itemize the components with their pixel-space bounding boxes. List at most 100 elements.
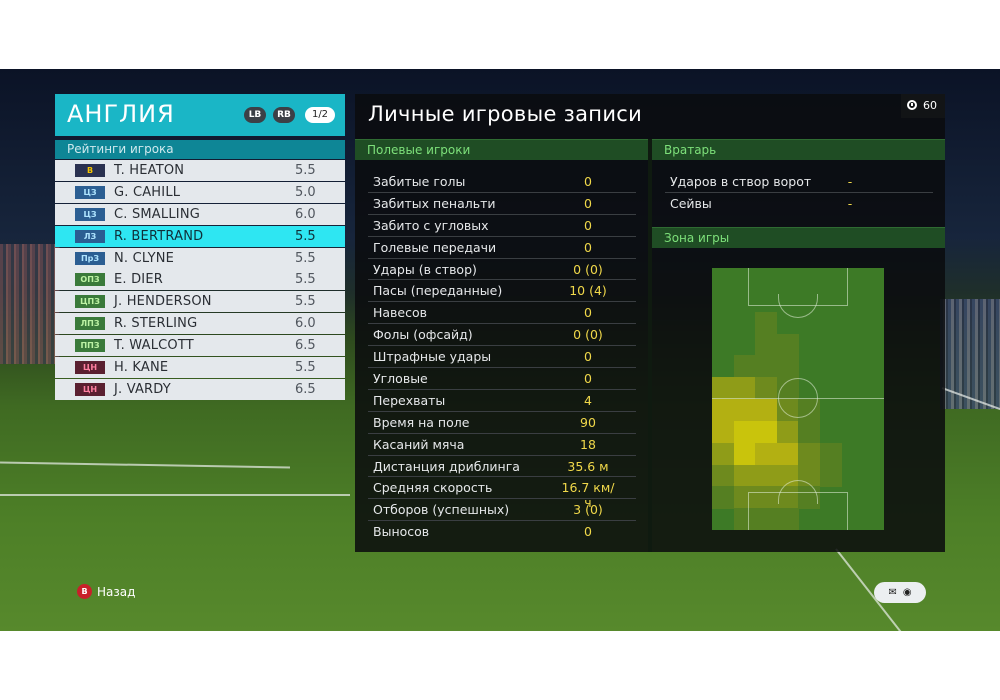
goalkeeper-header: Вратарь xyxy=(652,139,945,160)
stat-label: Пасы (переданные) xyxy=(373,283,503,299)
stat-value: 0 xyxy=(584,195,592,211)
player-row[interactable]: ЦН J. VARDY 6.5 xyxy=(55,378,345,400)
player-rating: 5.5 xyxy=(295,272,316,288)
heatmap-cell xyxy=(712,464,734,487)
position-badge: ППЗ xyxy=(75,339,105,353)
position-badge: ЦН xyxy=(75,382,105,396)
stat-label: Забитых пенальти xyxy=(373,195,496,211)
pitch-line xyxy=(0,494,350,496)
stat-row: Штрафные удары 0 xyxy=(368,346,636,369)
stat-row: Удары (в створ) 0 (0) xyxy=(368,259,636,281)
heatmap-cell xyxy=(755,399,777,422)
records-panel: Личные игровые записи 60 Полевые игроки … xyxy=(355,94,945,552)
heatmap-cell xyxy=(776,442,799,465)
lb-button-icon[interactable]: LB xyxy=(244,107,266,123)
stat-value: 0 xyxy=(584,239,592,255)
heatmap-cell xyxy=(733,377,756,400)
page-title: Личные игровые записи xyxy=(368,102,643,126)
stat-label: Средняя скорость xyxy=(373,480,493,496)
timer: 60 xyxy=(901,94,945,118)
stat-label: Касаний мяча xyxy=(373,436,465,452)
stat-value: 0 (0) xyxy=(573,261,603,277)
player-row[interactable]: ЦН H. KANE 5.5 xyxy=(55,357,345,379)
stat-row: Навесов 0 xyxy=(368,302,636,325)
timer-value: 60 xyxy=(923,99,937,112)
pitch-line xyxy=(0,461,290,469)
player-list: В T. HEATON 5.5 ЦЗ G. CAHILL 5.0 ЦЗ C. SMALLING… xyxy=(55,160,345,401)
back-button[interactable]: B Назад xyxy=(77,584,135,600)
stat-value: 0 xyxy=(584,371,592,387)
player-row[interactable]: ЦПЗ J. HENDERSON 5.5 xyxy=(55,291,345,313)
page-indicator: 1/2 xyxy=(305,107,335,123)
stat-value: 3 (0) xyxy=(573,502,603,518)
heatmap-cell xyxy=(755,311,777,334)
chat-icon[interactable]: ✉ xyxy=(888,587,897,598)
heatmap-cell xyxy=(755,508,777,531)
heatmap-cell xyxy=(798,442,820,465)
stat-row: Фолы (офсайд) 0 (0) xyxy=(368,324,636,347)
heatmap-cell xyxy=(776,508,799,531)
player-row[interactable]: ЦЗ C. SMALLING 6.0 xyxy=(55,203,345,225)
stadium-crowd-left xyxy=(0,244,60,364)
heatmap-cell xyxy=(733,355,756,378)
player-name: T. WALCOTT xyxy=(114,338,194,354)
stat-label: Угловые xyxy=(373,371,428,387)
rs-icon[interactable]: ◉ xyxy=(902,587,912,598)
stat-value: - xyxy=(847,195,853,211)
heatmap-cell xyxy=(712,442,734,465)
penalty-arc-top xyxy=(778,294,818,318)
stat-row: Забито с угловых 0 xyxy=(368,215,636,237)
stat-label: Выносов xyxy=(373,524,430,540)
heatmap-cell xyxy=(776,420,799,444)
rb-button-icon[interactable]: RB xyxy=(273,107,295,123)
position-badge: ЦЗ xyxy=(75,207,105,221)
stat-value: 0 xyxy=(584,174,592,189)
player-row[interactable]: ППЗ T. WALCOTT 6.5 xyxy=(55,335,345,357)
stat-label: Забито с угловых xyxy=(373,217,489,233)
heatmap-cell xyxy=(733,508,756,531)
stat-row: Голевые передачи 0 xyxy=(368,237,636,259)
position-badge: ПрЗ xyxy=(75,251,105,265)
corner-icons[interactable]: ✉ ◉ xyxy=(874,582,926,603)
player-rating: 6.0 xyxy=(295,206,316,222)
heatmap xyxy=(712,268,884,531)
player-row[interactable]: ЛЗ R. BERTRAND 5.5 xyxy=(55,225,345,247)
stat-label: Забитые голы xyxy=(373,174,466,189)
player-rating: 5.5 xyxy=(295,250,316,266)
stat-row: Выносов 0 xyxy=(368,521,636,543)
player-row[interactable]: ЛПЗ R. STERLING 6.0 xyxy=(55,313,345,335)
heatmap-cell xyxy=(755,464,777,487)
play-zone-header: Зона игры xyxy=(652,227,945,248)
stat-value: 16.7 км/ч xyxy=(561,480,615,511)
ratings-title: Рейтинги игрока xyxy=(55,140,345,159)
stat-value: 0 xyxy=(584,349,592,365)
stat-label: Навесов xyxy=(373,305,428,321)
heatmap-cell xyxy=(733,420,756,444)
player-row[interactable]: В T. HEATON 5.5 xyxy=(55,160,345,181)
stat-row: Дистанция дриблинга 35.6 м xyxy=(368,456,636,478)
stat-value: - xyxy=(847,174,853,189)
center-circle xyxy=(778,378,818,418)
player-name: G. CAHILL xyxy=(114,184,181,200)
player-name: J. HENDERSON xyxy=(114,294,212,310)
heatmap-cell xyxy=(733,486,756,509)
player-row[interactable]: ОПЗ E. DIER 5.5 xyxy=(55,269,345,291)
player-name: H. KANE xyxy=(114,360,169,376)
player-name: R. BERTRAND xyxy=(114,228,204,244)
stat-label: Дистанция дриблинга xyxy=(373,458,520,474)
player-name: E. DIER xyxy=(114,272,163,288)
position-badge: В xyxy=(75,164,105,177)
heatmap-cell xyxy=(819,442,842,465)
position-badge: ЛПЗ xyxy=(75,317,105,331)
stat-value: 10 (4) xyxy=(569,283,607,299)
field-stats-list: Забитые голы 0 Забитых пенальти 0 Забито с у… xyxy=(368,171,636,543)
player-rating: 6.5 xyxy=(295,381,316,397)
position-badge: ЦН xyxy=(75,361,105,375)
player-row[interactable]: ЦЗ G. CAHILL 5.0 xyxy=(55,181,345,203)
player-rating: 5.0 xyxy=(295,184,316,200)
player-rating: 5.5 xyxy=(295,163,316,178)
player-rating: 6.0 xyxy=(295,316,316,332)
position-badge: ЦПЗ xyxy=(75,295,105,309)
player-row[interactable]: ПрЗ N. CLYNE 5.5 xyxy=(55,247,345,269)
heatmap-cell xyxy=(712,399,734,422)
